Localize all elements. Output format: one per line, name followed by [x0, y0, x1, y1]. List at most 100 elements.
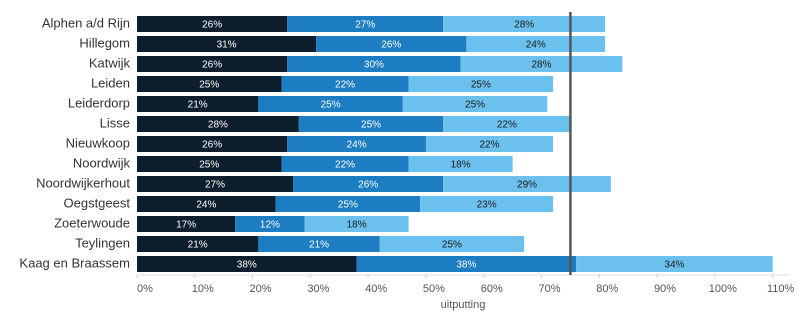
x-tick-label: 110%: [767, 283, 795, 295]
bar-segment: [137, 96, 259, 112]
x-axis-label: uitputting: [441, 299, 486, 311]
x-tick-label: 0%: [137, 283, 153, 295]
value-label: 25%: [338, 200, 358, 211]
value-label: 28%: [532, 60, 552, 71]
category-label: Zoeterwoude: [54, 215, 130, 230]
x-tick-label: 90%: [654, 283, 676, 295]
value-label: 26%: [358, 180, 378, 191]
bar-segment: [137, 156, 282, 172]
bar-segment: [443, 116, 571, 132]
bar-segment: [287, 56, 461, 72]
category-label: Oegstgeest: [64, 195, 131, 210]
bar-segment: [443, 16, 606, 32]
value-label: 38%: [237, 260, 257, 271]
value-label: 26%: [202, 60, 222, 71]
value-label: 24%: [347, 140, 367, 151]
value-label: 21%: [188, 100, 208, 111]
bar-segment: [137, 216, 236, 232]
value-label: 21%: [309, 240, 329, 251]
bar-segment: [298, 116, 444, 132]
bar-segment: [408, 76, 554, 92]
bar-segment: [137, 236, 259, 252]
value-label: 25%: [321, 100, 341, 111]
bar-segment: [137, 136, 288, 152]
bar-segment: [281, 156, 409, 172]
value-label: 12%: [260, 220, 280, 231]
value-label: 22%: [479, 140, 499, 151]
category-label: Kaag en Braassem: [19, 255, 130, 270]
bar-segment: [137, 56, 288, 72]
value-label: 27%: [205, 180, 225, 191]
bar-segment: [235, 216, 305, 232]
x-tick-label: 70%: [538, 283, 560, 295]
bar-segment: [287, 16, 444, 32]
bar-segment: [408, 156, 513, 172]
value-label: 28%: [208, 120, 228, 131]
bar-segment: [576, 256, 773, 272]
value-label: 17%: [176, 220, 196, 231]
value-label: 25%: [471, 80, 491, 91]
category-label: Noordwijk: [73, 155, 131, 170]
value-label: 34%: [664, 260, 684, 271]
bar-segment: [137, 36, 317, 52]
value-label: 22%: [497, 120, 517, 131]
category-label: Katwijk: [89, 55, 131, 70]
value-label: 30%: [364, 60, 384, 71]
x-tick-label: 60%: [481, 283, 503, 295]
x-tick-label: 40%: [365, 283, 387, 295]
value-label: 25%: [361, 120, 381, 131]
bar-segment: [356, 256, 577, 272]
value-label: 25%: [199, 80, 219, 91]
bar-segment: [316, 36, 467, 52]
value-label: 25%: [442, 240, 462, 251]
value-label: 25%: [199, 160, 219, 171]
value-label: 22%: [335, 160, 355, 171]
value-label: 28%: [514, 20, 534, 31]
value-label: 18%: [451, 160, 471, 171]
value-label: 26%: [202, 20, 222, 31]
bar-segment: [402, 96, 548, 112]
category-label: Leiden: [91, 75, 130, 90]
value-label: 24%: [526, 40, 546, 51]
value-label: 24%: [196, 200, 216, 211]
x-tick-label: 30%: [307, 283, 329, 295]
bar-segment: [420, 196, 554, 212]
value-label: 38%: [456, 260, 476, 271]
value-label: 26%: [381, 40, 401, 51]
bar-segment: [137, 16, 288, 32]
value-label: 18%: [347, 220, 367, 231]
bar-segment: [281, 76, 409, 92]
value-label: 29%: [517, 180, 537, 191]
bar-segment: [443, 176, 611, 192]
value-label: 25%: [465, 100, 485, 111]
x-tick-label: 10%: [192, 283, 214, 295]
category-label: Noordwijkerhout: [36, 175, 130, 190]
bar-segment: [258, 96, 403, 112]
category-label: Alphen a/d Rijn: [42, 15, 130, 30]
category-label: Leiderdorp: [68, 95, 130, 110]
x-tick-label: 20%: [250, 283, 272, 295]
bar-segment: [137, 256, 357, 272]
value-label: 26%: [202, 140, 222, 151]
bar-segment: [137, 176, 294, 192]
x-tick-label: 80%: [596, 283, 618, 295]
bar-segment: [137, 116, 299, 132]
category-label: Nieuwkoop: [66, 135, 130, 150]
bar-segment: [258, 236, 380, 252]
x-tick-label: 50%: [423, 283, 445, 295]
value-label: 27%: [355, 20, 375, 31]
bar-segment: [275, 196, 421, 212]
value-label: 21%: [188, 240, 208, 251]
bar-segment: [137, 76, 282, 92]
bar-segment: [379, 236, 525, 252]
category-label: Teylingen: [75, 235, 130, 250]
bar-segment: [304, 216, 409, 232]
category-label: Lisse: [100, 115, 130, 130]
category-label: Hillegom: [79, 35, 130, 50]
bar-segment: [460, 56, 623, 72]
bar-segment: [425, 136, 554, 152]
bar-segment: [287, 136, 426, 152]
value-label: 22%: [335, 80, 355, 91]
value-label: 31%: [217, 40, 237, 51]
